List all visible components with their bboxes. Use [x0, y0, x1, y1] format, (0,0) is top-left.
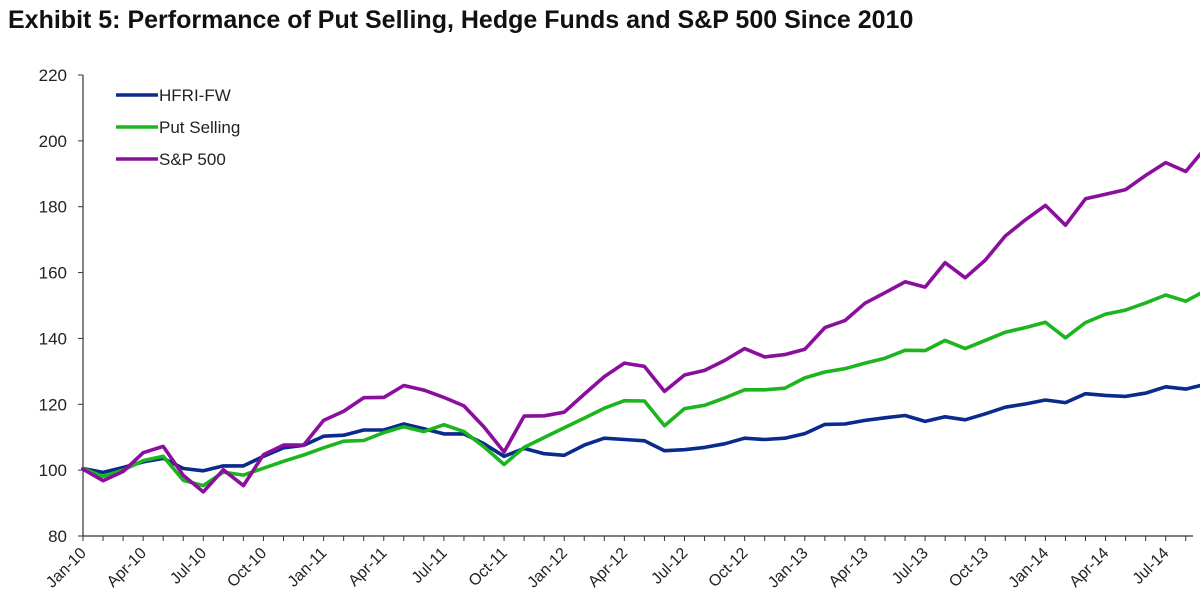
legend: HFRI-FW Put Selling S&P 500: [116, 86, 240, 169]
y-tick-label: 100: [39, 461, 67, 480]
y-tick-label: 160: [39, 264, 67, 283]
legend-label: HFRI-FW: [159, 86, 231, 105]
y-tick-label: 140: [39, 329, 67, 348]
x-tick-label: Jan-14: [1006, 545, 1053, 592]
x-tick-label: Oct-10: [224, 545, 270, 591]
x-tick-label: Jan-10: [43, 545, 90, 592]
y-tick-label: 80: [48, 527, 67, 546]
x-tick-label: Jan-12: [524, 545, 571, 592]
x-tick-label: Oct-12: [706, 545, 752, 591]
chart-title: Exhibit 5: Performance of Put Selling, H…: [8, 6, 914, 34]
x-tick-label: Apr-14: [1066, 545, 1112, 591]
x-tick-label: Apr-13: [826, 545, 872, 591]
series-line-put-selling: [81, 291, 1200, 488]
x-tick-label: Jan-11: [285, 545, 331, 591]
series-lines: [81, 151, 1200, 494]
axes: [82, 75, 1193, 537]
x-tick-label: Oct-13: [946, 545, 992, 591]
y-tick-label: 200: [39, 132, 67, 151]
x-tick-label: Jul-14: [1130, 545, 1173, 588]
series-line-s-p-500: [81, 151, 1200, 494]
x-tick-label: Apr-12: [585, 545, 631, 591]
x-tick-label: Jan-13: [765, 545, 812, 592]
legend-label: S&P 500: [159, 150, 226, 169]
x-axis-ticks: Jan-10 Apr-10 Jul-10 Oct-10 Jan-11 Apr-11 Jul-…: [43, 536, 1187, 592]
x-tick-label: Jul-13: [889, 545, 932, 588]
y-tick-label: 220: [39, 66, 67, 85]
series-line-hfri-fw: [81, 383, 1200, 475]
x-tick-label: Jul-12: [648, 545, 691, 588]
legend-label: Put Selling: [159, 118, 240, 137]
x-tick-label: Jul-10: [167, 545, 210, 588]
x-tick-label: Oct-11: [466, 545, 511, 590]
x-tick-label: Apr-11: [345, 545, 390, 590]
y-axis-ticks: 80 100 120 140 160 180 200 220: [39, 66, 83, 546]
y-tick-label: 120: [39, 395, 67, 414]
x-tick-label: Apr-10: [104, 545, 150, 591]
y-tick-label: 180: [39, 198, 67, 217]
x-tick-label: Jul-11: [409, 545, 451, 587]
